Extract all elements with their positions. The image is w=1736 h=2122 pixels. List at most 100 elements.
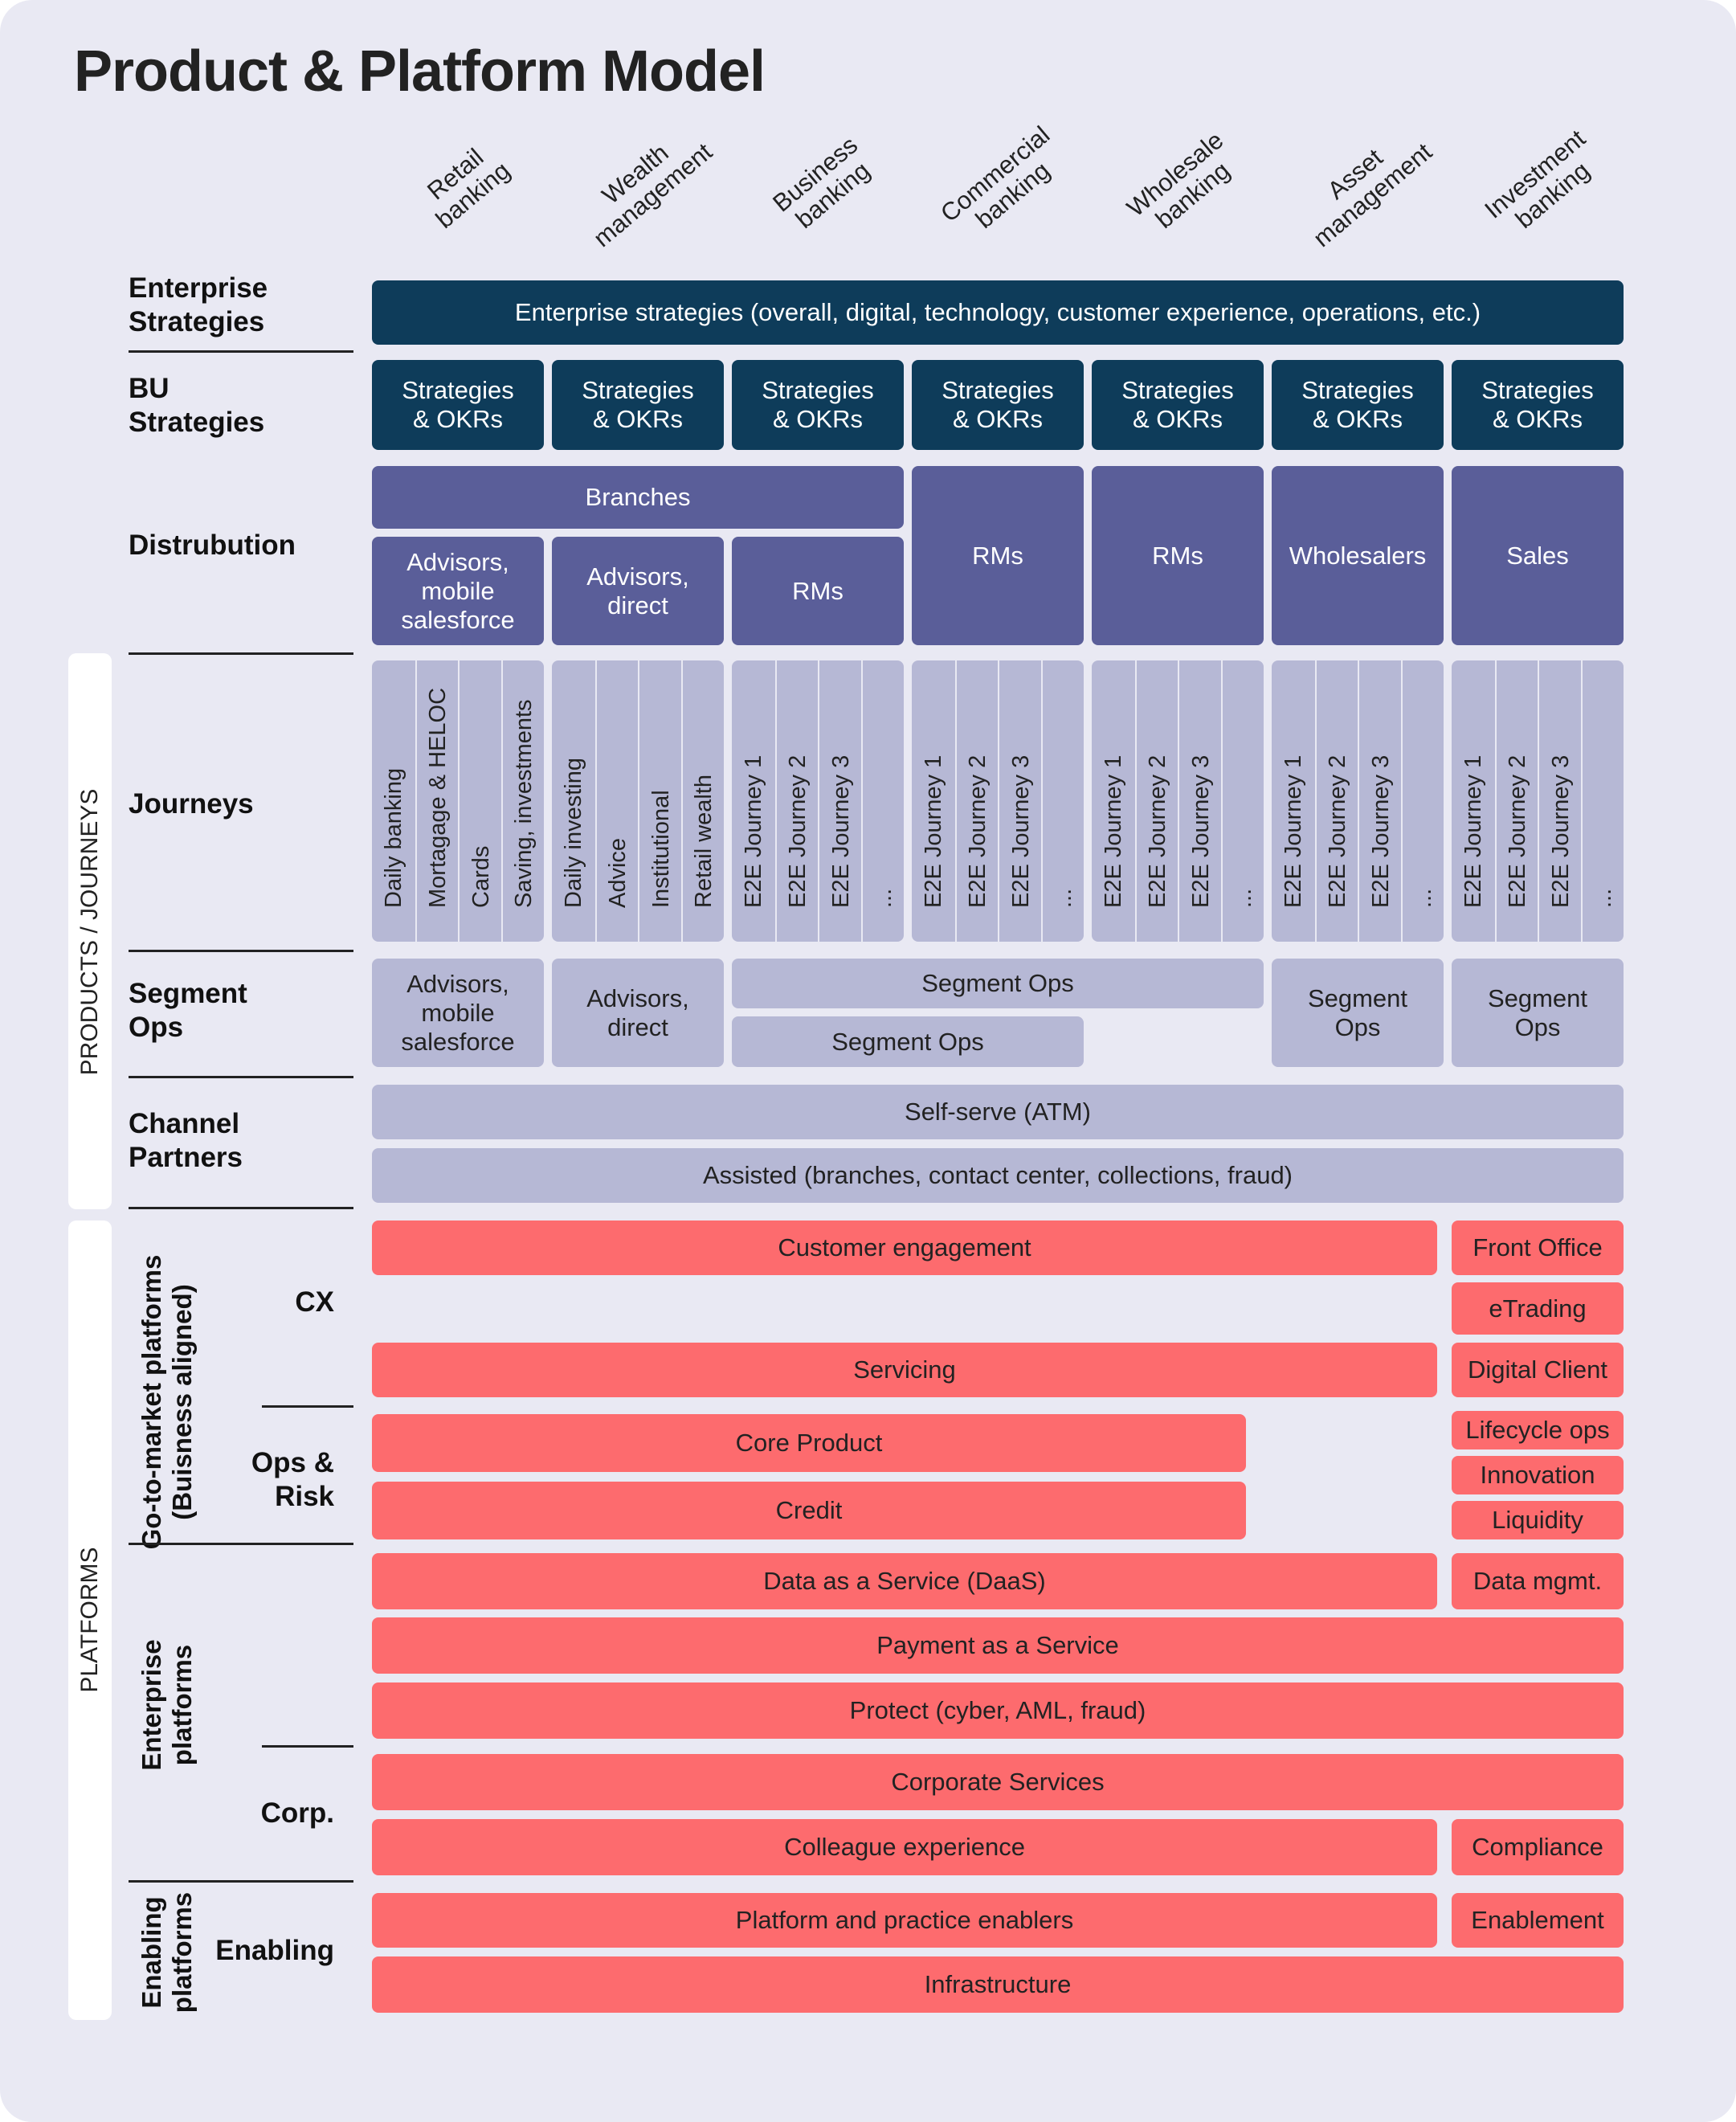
journey-group: E2E Journey 1 E2E Journey 2 E2E Journey 3.…	[912, 660, 1084, 942]
journey-item: Institutional	[638, 660, 683, 942]
column-header: Commercial banking	[935, 121, 1056, 234]
journey-label: E2E Journey 1	[740, 754, 766, 908]
journey-item: ...	[1400, 660, 1444, 942]
platform-enablers: Platform and practice enablers	[372, 1893, 1437, 1948]
group-divider	[129, 1543, 353, 1545]
platform-liquidity: Liquidity	[1452, 1501, 1624, 1539]
platform-etrading: eTrading	[1452, 1282, 1624, 1335]
journey-item: E2E Journey 1	[1452, 660, 1495, 942]
journey-item: E2E Journey 2	[954, 660, 1000, 942]
row-label-distribution: Distrubution	[129, 529, 296, 561]
platform-infrastructure: Infrastructure	[372, 1956, 1624, 2013]
journey-label: E2E Journey 3	[827, 754, 854, 908]
bu-strategy-cell: Strategies & OKRs	[1092, 360, 1264, 450]
platform-enablement: Enablement	[1452, 1893, 1624, 1948]
journey-item: E2E Journey 2	[1134, 660, 1180, 942]
journey-group: E2E Journey 1 E2E Journey 2 E2E Journey 3.…	[1452, 660, 1624, 942]
journey-item: Saving, investments	[500, 660, 545, 942]
journey-label: Retail wealth	[691, 774, 717, 908]
segment-ops-investment: Segment Ops	[1452, 959, 1624, 1067]
journey-item: E2E Journey 3	[818, 660, 863, 942]
journey-label: Mortagage & HELOC	[425, 687, 451, 908]
journey-item: E2E Journey 1	[912, 660, 955, 942]
channel-assisted: Assisted (branches, contact center, coll…	[372, 1148, 1624, 1203]
platform-front-office: Front Office	[1452, 1220, 1624, 1275]
column-header: Investment banking	[1479, 124, 1595, 234]
column-header: Business banking	[767, 130, 876, 234]
channel-self-serve: Self-serve (ATM)	[372, 1085, 1624, 1139]
journey-label: Institutional	[647, 790, 674, 908]
journey-item: Retail wealth	[680, 660, 725, 942]
platforms-bar	[68, 1220, 112, 2020]
journey-item: Advice	[594, 660, 640, 942]
distribution-branches: Branches	[372, 466, 904, 529]
group-divider	[129, 1880, 353, 1883]
journey-item: ...	[1580, 660, 1624, 942]
platform-payment: Payment as a Service	[372, 1617, 1624, 1674]
column-header: Wealth management	[588, 137, 718, 253]
journey-label: E2E Journey 1	[920, 754, 946, 908]
sub-label-enabling: Enabling	[215, 1935, 334, 1966]
journey-label: E2E Journey 3	[1547, 754, 1574, 908]
platform-digital-client: Digital Client	[1452, 1343, 1624, 1397]
journey-group: Daily banking Mortagage & HELOC Cards Savin…	[372, 660, 544, 942]
row-divider	[129, 1076, 353, 1078]
distribution-wholesale: RMs	[1092, 466, 1264, 645]
distribution-asset: Wholesalers	[1272, 466, 1444, 645]
segment-ops-span-top: Segment Ops	[732, 959, 1264, 1008]
row-divider	[129, 1207, 353, 1209]
enterprise-platforms-label: Enterprise platforms	[137, 1639, 197, 1771]
platform-data-mgmt: Data mgmt.	[1452, 1553, 1624, 1609]
segment-ops-asset: Segment Ops	[1272, 959, 1444, 1067]
platform-protect: Protect (cyber, AML, fraud)	[372, 1682, 1624, 1739]
distribution-commercial: RMs	[912, 466, 1084, 645]
journey-label: E2E Journey 1	[1280, 754, 1306, 908]
journey-item: ...	[860, 660, 905, 942]
row-label-channel-partners: Channel Partners	[129, 1108, 243, 1173]
journey-label: E2E Journey 2	[1505, 754, 1531, 908]
journey-label: E2E Journey 3	[1367, 754, 1394, 908]
journey-label: Daily investing	[560, 758, 586, 908]
platform-servicing: Servicing	[372, 1343, 1437, 1397]
journey-item: E2E Journey 3	[998, 660, 1043, 942]
journey-label: E2E Journey 3	[1007, 754, 1034, 908]
journey-item: ...	[1040, 660, 1084, 942]
journey-label: E2E Journey 1	[1460, 754, 1486, 908]
journey-label: E2E Journey 3	[1187, 754, 1214, 908]
journey-label: ...	[1591, 888, 1617, 908]
platform-credit: Credit	[372, 1482, 1246, 1539]
sub-label-cx: CX	[295, 1286, 334, 1318]
journey-item: Daily investing	[552, 660, 595, 942]
column-header: Wholesale banking	[1121, 125, 1236, 234]
journey-group: E2E Journey 1 E2E Journey 2 E2E Journey 3.…	[1092, 660, 1264, 942]
journey-label: ...	[1051, 888, 1077, 908]
bu-strategy-cell: Strategies & OKRs	[552, 360, 724, 450]
journey-label: E2E Journey 1	[1100, 754, 1126, 908]
journey-group: E2E Journey 1 E2E Journey 2 E2E Journey 3.…	[732, 660, 904, 942]
journey-group: Daily investing Advice Institutional Retail…	[552, 660, 724, 942]
products-journeys-bar	[68, 653, 112, 1209]
journey-item: E2E Journey 1	[1092, 660, 1135, 942]
platform-compliance: Compliance	[1452, 1819, 1624, 1875]
sub-label-ops-risk: Ops & Risk	[251, 1447, 334, 1512]
journey-label: E2E Journey 2	[965, 754, 991, 908]
journey-item: E2E Journey 2	[774, 660, 820, 942]
journey-label: Saving, investments	[511, 699, 537, 908]
column-header: Asset management	[1308, 137, 1438, 253]
journey-item: E2E Journey 3	[1178, 660, 1223, 942]
platform-innovation: Innovation	[1452, 1456, 1624, 1494]
segment-ops-retail: Advisors, mobile salesforce	[372, 959, 544, 1067]
journey-label: Advice	[605, 837, 631, 908]
journey-item: E2E Journey 1	[732, 660, 775, 942]
bu-strategy-cell: Strategies & OKRs	[372, 360, 544, 450]
journey-label: Cards	[468, 845, 494, 908]
journey-item: Cards	[458, 660, 503, 942]
enterprise-strategies-bar: Enterprise strategies (overall, digital,…	[372, 280, 1624, 345]
row-label-journeys: Journeys	[129, 788, 254, 820]
distribution-wealth: Advisors, direct	[552, 537, 724, 645]
journey-label: ...	[871, 888, 897, 908]
sub-label-corp: Corp.	[260, 1797, 334, 1829]
platform-daas: Data as a Service (DaaS)	[372, 1553, 1437, 1609]
platform-core-product: Core Product	[372, 1414, 1246, 1472]
bu-strategy-cell: Strategies & OKRs	[1452, 360, 1624, 450]
